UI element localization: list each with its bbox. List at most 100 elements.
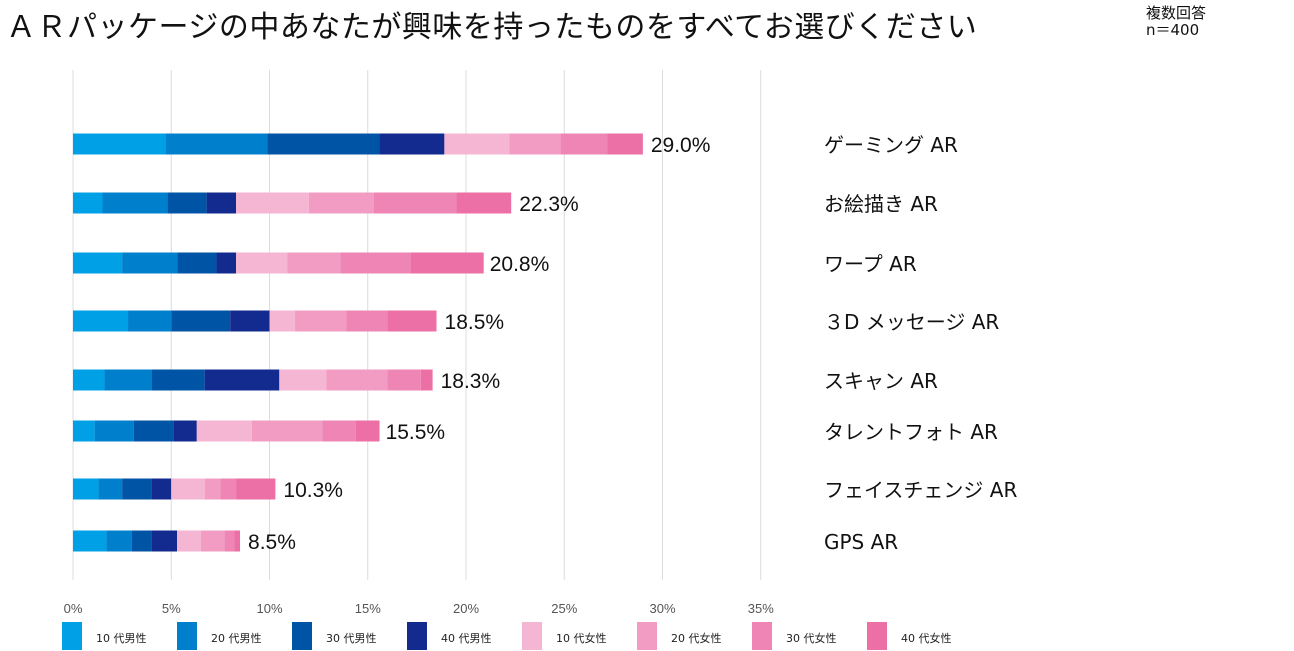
bar-segment — [122, 252, 178, 274]
bar-segment — [204, 369, 280, 391]
x-tick-label: 30% — [649, 601, 675, 616]
bar-segment — [216, 252, 237, 274]
x-axis-ticks: 0% 5% 10% 15% 20% 25% 30% 35% — [64, 601, 775, 616]
bar-segment — [133, 420, 174, 442]
bar-segment — [73, 252, 123, 274]
bar-segment — [230, 310, 270, 332]
category-label: ３D メッセージ AR — [824, 310, 999, 334]
bar-segment — [151, 530, 178, 552]
bar-segment — [206, 192, 237, 214]
bar-segment — [355, 420, 380, 442]
bar-row — [73, 310, 437, 332]
legend-label: 10 代女性 — [556, 632, 607, 645]
bar-segment — [73, 530, 107, 552]
legend-label: 30 代女性 — [786, 632, 837, 645]
category-label: ゲーミング AR — [824, 133, 958, 157]
bar-segment — [167, 192, 207, 214]
bar-segment — [128, 310, 172, 332]
bar-segment — [102, 192, 168, 214]
category-label: ワープ AR — [824, 252, 917, 276]
bar-segment — [287, 252, 341, 274]
category-label: GPS AR — [824, 530, 898, 554]
bar-segment — [236, 252, 288, 274]
bar-segment — [326, 369, 388, 391]
bar-segment — [560, 133, 608, 155]
x-tick-label: 20% — [453, 601, 479, 616]
category-labels: ゲーミング AR お絵描き AR ワープ AR ３D メッセージ AR スキャン AR タ… — [824, 133, 1017, 554]
bar-segment — [171, 310, 231, 332]
legend-swatch — [752, 622, 772, 650]
bar-segment — [420, 369, 433, 391]
x-tick-label: 10% — [256, 601, 282, 616]
total-label: 18.3% — [441, 370, 501, 393]
bar-segment — [410, 252, 484, 274]
bar-segment — [220, 478, 237, 500]
bar-segment — [234, 530, 241, 552]
category-label: フェイスチェンジ AR — [824, 478, 1017, 502]
bar-segment — [340, 252, 411, 274]
bar-segment — [322, 420, 356, 442]
bar-segment — [200, 530, 225, 552]
legend: 10 代男性 20 代男性 30 代男性 40 代男性 10 代女性 20 代女性 30 代… — [62, 622, 962, 650]
bar-segment — [224, 530, 235, 552]
total-label: 10.3% — [283, 479, 343, 502]
bar-row — [73, 369, 433, 391]
bar-segment — [509, 133, 561, 155]
bar-segment — [607, 133, 643, 155]
x-tick-label: 35% — [748, 601, 774, 616]
total-label: 8.5% — [248, 531, 296, 554]
bar-segment — [279, 369, 327, 391]
bar-segment — [295, 310, 347, 332]
legend-label: 10 代男性 — [96, 632, 147, 645]
bar-segment — [236, 478, 276, 500]
bar-segment — [104, 369, 152, 391]
legend-swatch — [292, 622, 312, 650]
bar-segment — [177, 252, 217, 274]
bar-segment — [122, 478, 152, 500]
bar-segment — [267, 133, 380, 155]
bar-segment — [165, 133, 268, 155]
total-labels: 29.0% 22.3% 20.8% 18.5% 18.3% 15.5% 10.3% 8.5% — [248, 134, 710, 554]
bar-segment — [444, 133, 510, 155]
legend-label: 20 代女性 — [671, 632, 722, 645]
legend-swatch — [407, 622, 427, 650]
total-label: 29.0% — [651, 134, 711, 157]
sample-note: 複数回答 n＝400 — [1146, 5, 1206, 39]
bar-row — [73, 420, 380, 442]
total-label: 20.8% — [490, 253, 550, 276]
bar-segment — [73, 133, 166, 155]
bar-row — [73, 478, 276, 500]
total-label: 18.5% — [445, 311, 505, 334]
bar-segment — [73, 310, 129, 332]
bar-segment — [269, 310, 296, 332]
legend-label: 20 代男性 — [211, 632, 262, 645]
answer-type-label: 複数回答 — [1146, 4, 1207, 22]
x-tick-label: 5% — [162, 601, 181, 616]
bar-segment — [73, 369, 105, 391]
bar-segment — [106, 530, 132, 552]
legend-label: 40 代女性 — [901, 632, 952, 645]
bar-row — [73, 192, 512, 214]
bar-segment — [387, 369, 421, 391]
bar-segment — [98, 478, 123, 500]
bar-row — [73, 133, 643, 155]
legend-swatch — [867, 622, 887, 650]
sample-size-label: n＝400 — [1146, 21, 1200, 39]
bar-segment — [379, 133, 445, 155]
legend-swatch — [522, 622, 542, 650]
bar-segment — [73, 478, 99, 500]
bar-row — [73, 530, 241, 552]
x-tick-label: 0% — [64, 601, 83, 616]
bar-segment — [173, 420, 197, 442]
bar-segment — [456, 192, 512, 214]
total-label: 22.3% — [519, 193, 579, 216]
bar-segment — [73, 192, 103, 214]
bars — [73, 133, 643, 552]
chart-title: ＡＲパッケージの中あなたが興味を持ったものをすべてお選びください — [6, 10, 978, 45]
bar-segment — [346, 310, 388, 332]
legend-label: 30 代男性 — [326, 632, 377, 645]
legend-swatch — [62, 622, 82, 650]
bar-segment — [387, 310, 437, 332]
legend-label: 40 代男性 — [441, 632, 492, 645]
